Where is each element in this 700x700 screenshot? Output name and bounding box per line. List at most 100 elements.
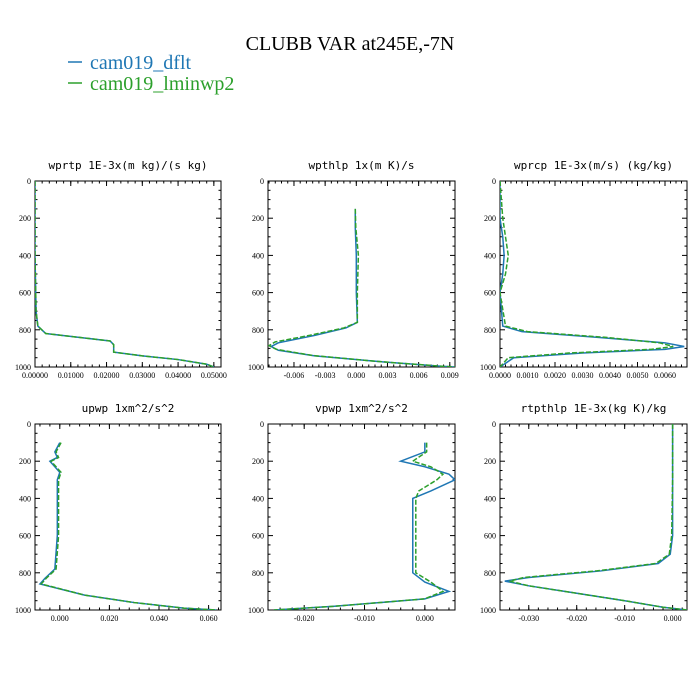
y-tick-label: 1000 — [15, 363, 31, 372]
x-tick-label: 0.05000 — [201, 371, 227, 380]
y-tick-label: 1000 — [248, 606, 264, 615]
y-tick-label: 800 — [19, 569, 31, 578]
y-tick-label: 1000 — [248, 363, 264, 372]
panel-grid: wprtp 1E-3x(m kg)/(s kg) 0 200 400 600 800 100… — [15, 159, 688, 623]
series-line-lminwp2 — [500, 181, 674, 367]
x-tick-label: 0.000 — [347, 371, 365, 380]
x-tick-label: 0.000 — [51, 614, 69, 623]
figure-title: CLUBB VAR at245E,-7N — [246, 33, 455, 55]
x-tick-label: 0.0040 — [599, 371, 621, 380]
y-tick-label: 200 — [484, 214, 496, 223]
y-tick-label: 1000 — [480, 606, 496, 615]
plot-frame — [34, 180, 222, 368]
x-tick-label: 0.000 — [664, 614, 682, 623]
y-tick-label: 800 — [252, 326, 264, 335]
x-tick-label: -0.020 — [294, 614, 315, 623]
x-tick-label: -0.010 — [614, 614, 635, 623]
x-tick-label: -0.003 — [315, 371, 336, 380]
y-tick-label: 0 — [492, 420, 496, 429]
x-tick-label: 0.0060 — [654, 371, 676, 380]
x-tick-label: 0.006 — [410, 371, 428, 380]
y-tick-label: 0 — [260, 420, 264, 429]
y-tick-label: 400 — [19, 494, 31, 503]
x-tick-label: 0.000 — [416, 614, 434, 623]
y-tick-label: 1000 — [15, 606, 31, 615]
plot-frame — [499, 180, 688, 368]
series-line-lminwp2 — [35, 181, 215, 367]
y-tick-label: 600 — [19, 289, 31, 298]
y-tick-label: 400 — [484, 494, 496, 503]
x-tick-label: 0.040 — [150, 614, 168, 623]
plot-frame — [499, 423, 688, 611]
y-tick-label: 800 — [484, 569, 496, 578]
x-tick-label: 0.0050 — [627, 371, 649, 380]
series-line-dflt — [504, 424, 687, 610]
y-tick-label: 0 — [27, 420, 31, 429]
y-tick-label: 800 — [19, 326, 31, 335]
y-tick-label: 0 — [492, 177, 496, 186]
y-tick-label: 400 — [484, 251, 496, 260]
panel-3: upwp 1xm^2/s^2 0 200 400 600 800 1000 0.000 0.02… — [15, 402, 222, 623]
x-tick-label: 0.04000 — [165, 371, 191, 380]
y-tick-label: 200 — [484, 457, 496, 466]
x-tick-label: -0.010 — [354, 614, 375, 623]
series-line-dflt — [269, 208, 455, 367]
x-tick-label: -0.020 — [566, 614, 587, 623]
series-line-lminwp2 — [39, 442, 217, 610]
x-tick-label: 0.0020 — [544, 371, 566, 380]
x-tick-label: -0.030 — [518, 614, 539, 623]
x-tick-label: 0.003 — [378, 371, 396, 380]
series-line-dflt — [273, 442, 455, 610]
x-tick-label: 0.03000 — [129, 371, 155, 380]
x-tick-label: 0.020 — [100, 614, 118, 623]
series-line-dflt — [500, 181, 685, 367]
x-tick-label: 0.0010 — [517, 371, 539, 380]
legend-label-1: cam019_lminwp2 — [90, 73, 234, 95]
panel-title: wpthlp 1x(m K)/s — [309, 159, 415, 172]
y-tick-label: 0 — [27, 177, 31, 186]
legend-label-0: cam019_dflt — [90, 52, 192, 74]
panel-title: rtpthlp 1E-3x(kg K)/kg — [521, 402, 667, 415]
y-tick-label: 600 — [484, 532, 496, 541]
x-tick-label: 0.060 — [200, 614, 218, 623]
y-tick-label: 400 — [252, 494, 264, 503]
series-line-dflt — [38, 442, 217, 610]
y-tick-label: 200 — [252, 457, 264, 466]
y-tick-label: 200 — [19, 457, 31, 466]
x-tick-label: 0.01000 — [58, 371, 84, 380]
y-tick-label: 600 — [252, 532, 264, 541]
y-tick-label: 1000 — [480, 363, 496, 372]
x-tick-label: 0.0030 — [572, 371, 594, 380]
x-tick-label: -0.006 — [284, 371, 305, 380]
y-tick-label: 800 — [252, 569, 264, 578]
panel-title: vpwp 1xm^2/s^2 — [315, 402, 408, 415]
y-tick-label: 200 — [19, 214, 31, 223]
x-tick-label: 0.0000 — [489, 371, 511, 380]
panel-title: upwp 1xm^2/s^2 — [82, 402, 175, 415]
panel-4: vpwp 1xm^2/s^2 0 200 400 600 800 1000 -0.020 -0.… — [248, 402, 456, 623]
y-tick-label: 0 — [260, 177, 264, 186]
y-tick-label: 600 — [484, 289, 496, 298]
series-line-lminwp2 — [273, 442, 445, 610]
y-tick-label: 400 — [19, 251, 31, 260]
y-tick-label: 800 — [484, 326, 496, 335]
series-line-lminwp2 — [268, 208, 455, 367]
plot-frame — [34, 423, 222, 611]
x-tick-label: 0.02000 — [94, 371, 120, 380]
legend: cam019_dflt cam019_lminwp2 — [68, 52, 234, 95]
y-tick-label: 600 — [19, 532, 31, 541]
panel-1: wpthlp 1x(m K)/s 0 200 400 600 800 1000 -0.006 -… — [248, 159, 459, 380]
panel-title: wprcp 1E-3x(m/s) (kg/kg) — [514, 159, 673, 172]
x-tick-label: 0.009 — [441, 371, 459, 380]
panel-2: wprcp 1E-3x(m/s) (kg/kg) 0 200 400 600 800 100… — [480, 159, 688, 380]
panel-5: rtpthlp 1E-3x(kg K)/kg 0 200 400 600 800 1000 -… — [480, 402, 688, 623]
series-line-dflt — [35, 181, 215, 367]
panel-0: wprtp 1E-3x(m kg)/(s kg) 0 200 400 600 800 100… — [15, 159, 227, 380]
x-tick-label: 0.00000 — [22, 371, 48, 380]
series-line-lminwp2 — [509, 424, 687, 610]
panel-title: wprtp 1E-3x(m kg)/(s kg) — [49, 159, 208, 172]
y-tick-label: 200 — [252, 214, 264, 223]
y-tick-label: 400 — [252, 251, 264, 260]
y-tick-label: 600 — [252, 289, 264, 298]
